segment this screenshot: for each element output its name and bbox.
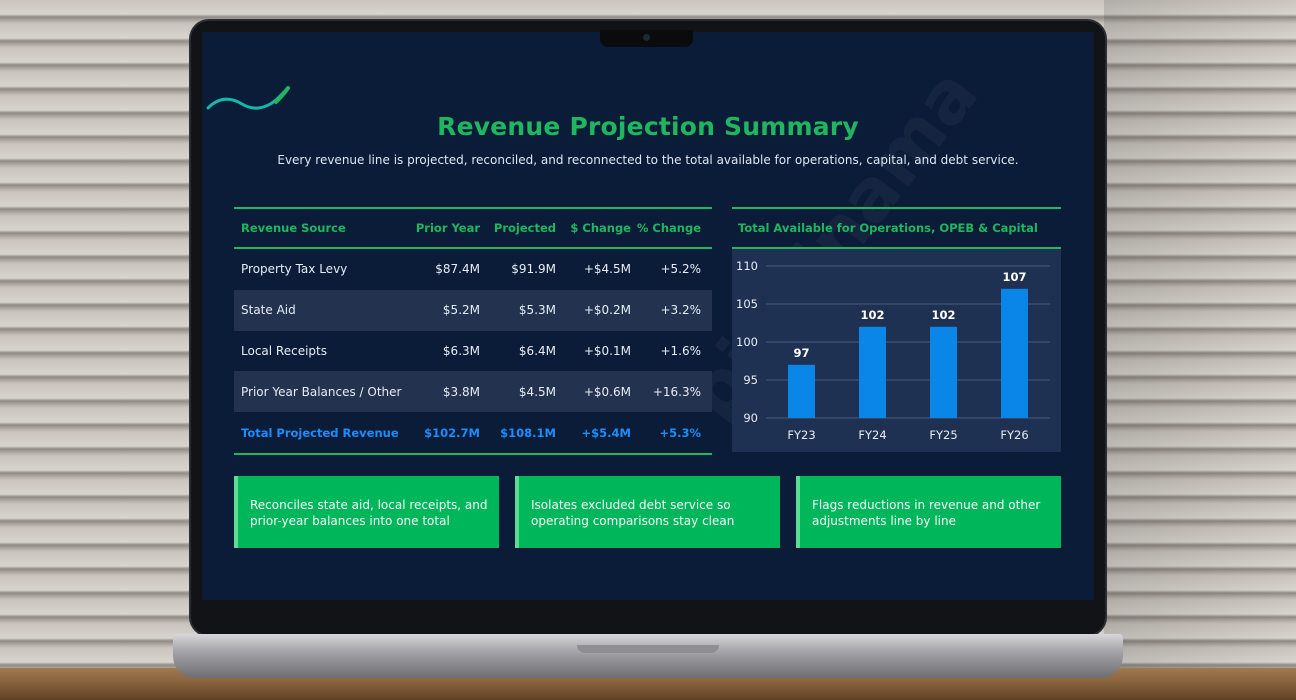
y-tick-label: 100	[736, 335, 758, 349]
cell-dollar-change: +$0.2M	[583, 303, 631, 318]
callout-card: Isolates excluded debt service so operat…	[515, 476, 780, 548]
table-row: State Aid $5.2M $5.3M +$0.2M +3.2%	[234, 289, 712, 331]
camera-icon	[643, 34, 650, 41]
header-dollar-change: $ Change	[570, 221, 631, 235]
bar-data-label: 97	[793, 346, 809, 360]
x-tick-label: FY25	[929, 428, 957, 442]
cell-source: Property Tax Levy	[241, 262, 348, 277]
header-pct-change: % Change	[636, 221, 701, 235]
cell-dollar-change: +$0.1M	[583, 343, 631, 358]
x-tick-label: FY23	[787, 428, 815, 442]
cell-projected: $4.5M	[518, 384, 556, 399]
wave-logo-icon	[206, 86, 290, 110]
chart-title: Total Available for Operations, OPEB & C…	[732, 209, 1061, 249]
window-blinds-shadow	[1104, 0, 1296, 668]
cell-source: Local Receipts	[241, 343, 327, 358]
slide-subtitle: Every revenue line is projected, reconci…	[277, 153, 1019, 167]
y-tick-label: 90	[743, 411, 758, 425]
callout-card: Reconciles state aid, local receipts, an…	[234, 476, 499, 548]
cell-projected: $6.4M	[518, 343, 556, 358]
table-row: Local Receipts $6.3M $6.4M +$0.1M +1.6%	[234, 331, 712, 372]
cell-pct-change: +16.3%	[652, 384, 701, 399]
x-tick-label: FY24	[858, 428, 886, 442]
bar	[1001, 288, 1028, 418]
bar	[930, 326, 957, 418]
cell-projected: $91.9M	[511, 262, 556, 277]
cell-prior: $5.2M	[442, 303, 480, 318]
x-tick-label: FY26	[1000, 428, 1028, 442]
bar-chart: 90 95 100 105 110 97 FY23 102 FY24 102 FY25 107 FY26	[736, 259, 1050, 442]
cell-dollar-change: +$4.5M	[583, 262, 631, 277]
header-prior-year: Prior Year	[415, 221, 480, 235]
cell-pct-change: +5.2%	[660, 262, 701, 277]
slide-title: Revenue Projection Summary	[437, 112, 859, 141]
bar-data-label: 107	[1002, 270, 1026, 284]
header-projected: Projected	[493, 221, 556, 235]
laptop-base	[173, 634, 1123, 678]
presentation-slide: pixelnama Revenue Projection Summary Eve…	[202, 32, 1094, 600]
cell-prior: $87.4M	[435, 262, 480, 277]
total-dollar-change: +$5.4M	[581, 425, 631, 440]
cell-pct-change: +3.2%	[660, 303, 701, 318]
total-projected: $108.1M	[500, 425, 556, 440]
bar-data-label: 102	[860, 308, 884, 322]
total-prior: $102.7M	[424, 425, 480, 440]
callout-card: Flags reductions in revenue and other ad…	[796, 476, 1061, 548]
laptop-opening-groove	[577, 645, 719, 653]
cell-pct-change: +1.6%	[660, 343, 701, 358]
table-row: Property Tax Levy $87.4M $91.9M +$4.5M +…	[234, 249, 712, 290]
y-tick-label: 105	[736, 297, 758, 311]
cell-source: Prior Year Balances / Other	[241, 384, 402, 399]
y-tick-label: 110	[736, 259, 758, 273]
total-source: Total Projected Revenue	[241, 425, 399, 440]
header-revenue-source: Revenue Source	[241, 221, 346, 235]
cell-dollar-change: +$0.6M	[583, 384, 631, 399]
bar	[788, 364, 815, 418]
total-pct-change: +5.3%	[659, 425, 701, 440]
cell-prior: $3.8M	[442, 384, 480, 399]
table-header-row: Revenue Source Prior Year Projected $ Ch…	[234, 209, 712, 249]
revenue-table: Revenue Source Prior Year Projected $ Ch…	[234, 207, 712, 455]
bar-data-label: 102	[931, 308, 955, 322]
chart-panel: Total Available for Operations, OPEB & C…	[732, 207, 1061, 454]
bar-chart-area: 90 95 100 105 110 97 FY23 102 FY24 102 FY25 107 FY26	[732, 249, 1061, 452]
table-total-row: Total Projected Revenue $102.7M $108.1M …	[234, 412, 712, 453]
cell-prior: $6.3M	[442, 343, 480, 358]
bar	[859, 326, 886, 418]
callout-cards: Reconciles state aid, local receipts, an…	[234, 476, 1061, 548]
cell-projected: $5.3M	[518, 303, 556, 318]
table-row: Prior Year Balances / Other $3.8M $4.5M …	[234, 371, 712, 413]
cell-source: State Aid	[241, 303, 296, 318]
y-tick-label: 95	[743, 373, 758, 387]
